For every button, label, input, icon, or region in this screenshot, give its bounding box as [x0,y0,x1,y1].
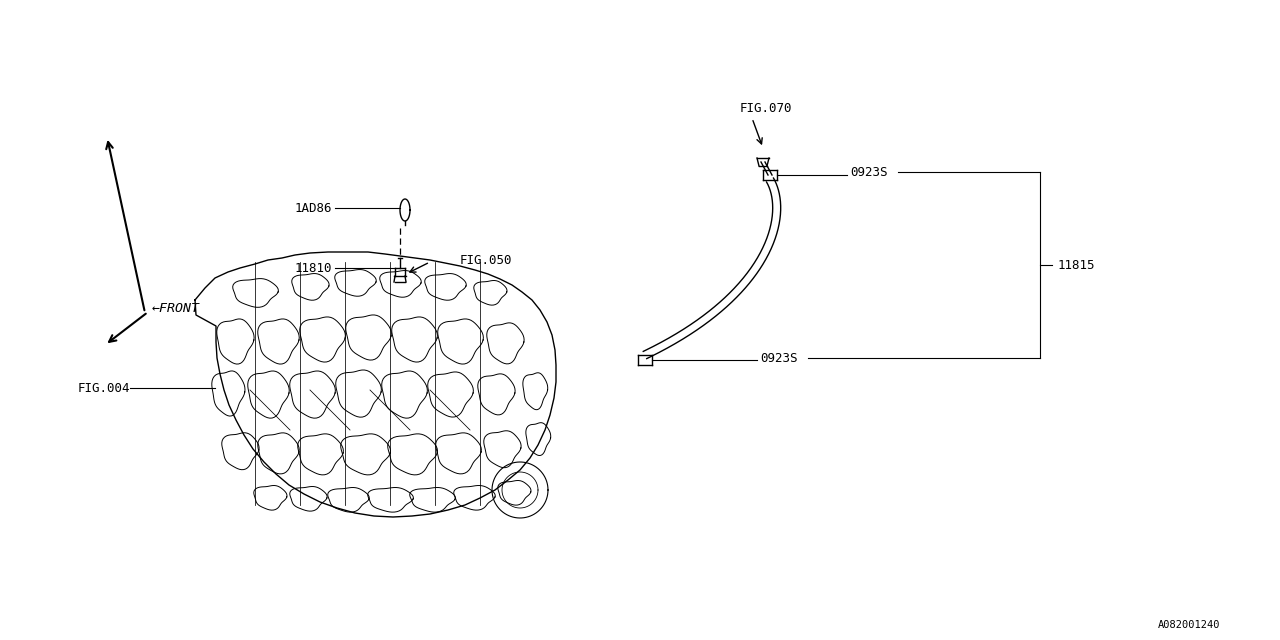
Text: 11815: 11815 [1059,259,1096,271]
Text: 0923S: 0923S [850,166,887,179]
Text: ←FRONT: ←FRONT [152,301,200,314]
Text: 11810: 11810 [294,262,333,275]
Text: FIG.004: FIG.004 [78,381,131,394]
Text: FIG.050: FIG.050 [460,253,512,266]
Text: A082001240: A082001240 [1157,620,1220,630]
Text: 0923S: 0923S [760,351,797,365]
Text: FIG.070: FIG.070 [740,102,792,115]
Text: 1AD86: 1AD86 [294,202,333,214]
